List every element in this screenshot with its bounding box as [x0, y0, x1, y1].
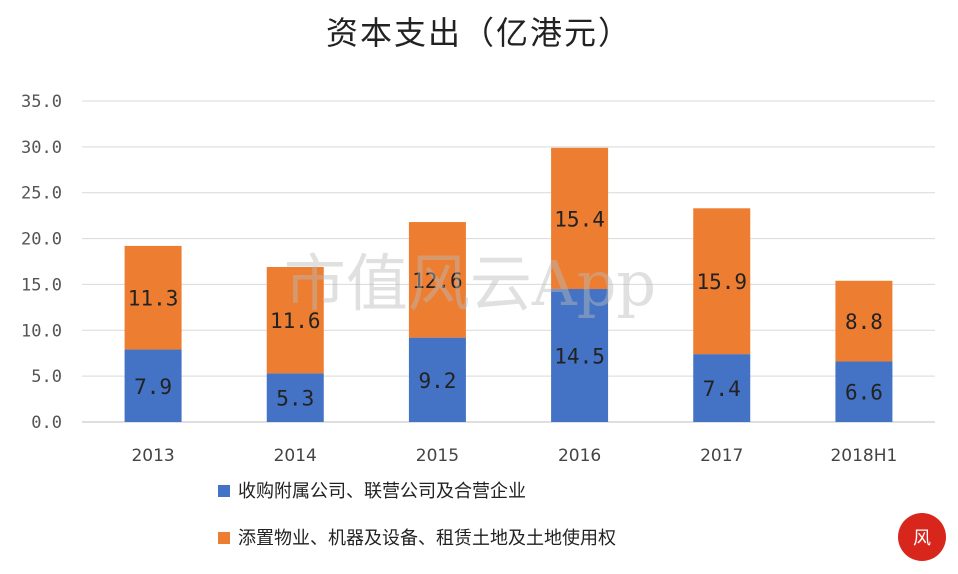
chart-title: 资本支出（亿港元）	[326, 14, 632, 52]
legend-label: 收购附属公司、联营公司及合营企业	[238, 481, 526, 502]
y-tick-label: 30.0	[21, 138, 62, 158]
x-tick-label: 2015	[416, 446, 459, 466]
bar-segment	[266, 373, 324, 422]
x-tick-label: 2017	[700, 446, 743, 466]
y-axis: 0.0 5.0 10.0 15.0 20.0 25.0 30.0 35.0	[21, 92, 62, 433]
bar-segment	[693, 208, 751, 355]
y-tick-label: 0.0	[31, 413, 62, 433]
data-label: 15.4	[554, 207, 605, 231]
bar-segment	[551, 289, 609, 422]
legend-swatch	[218, 485, 230, 497]
data-label: 7.9	[134, 375, 172, 399]
logo-circle	[898, 513, 946, 561]
data-label: 5.3	[276, 387, 314, 411]
bar-segment	[408, 337, 466, 422]
data-label: 11.3	[128, 287, 179, 311]
legend-label: 添置物业、机器及设备、租赁土地及土地使用权	[238, 528, 616, 549]
bar-segment	[551, 147, 609, 290]
x-tick-label: 2014	[274, 446, 317, 466]
gridlines	[82, 100, 935, 423]
x-tick-label: 2018H1	[830, 446, 897, 466]
data-label: 11.6	[270, 309, 321, 333]
bars: 7.9 11.3 5.3 11.6 9.2 12.6 14.5 15.4 7.4 15.9 6.6 8…	[124, 147, 893, 422]
data-label: 14.5	[554, 345, 605, 369]
data-label: 9.2	[418, 369, 456, 393]
watermark: 市值风云App	[284, 247, 656, 320]
data-label: 8.8	[845, 310, 883, 334]
data-label: 6.6	[845, 381, 883, 405]
x-tick-label: 2013	[131, 446, 174, 466]
y-tick-label: 10.0	[21, 321, 62, 341]
bar-segment	[124, 349, 182, 422]
bar-segment	[693, 354, 751, 422]
bar-segment	[266, 267, 324, 374]
y-tick-label: 25.0	[21, 184, 62, 204]
legend-swatch	[218, 532, 230, 544]
logo-stamp: 风	[898, 513, 946, 561]
y-tick-label: 5.0	[31, 367, 62, 387]
y-tick-label: 15.0	[21, 275, 62, 295]
bar-segment	[408, 222, 466, 338]
bar-segment	[124, 245, 182, 350]
data-label: 12.6	[412, 269, 463, 293]
x-axis: 2013 2014 2015 2016 2017 2018H1	[131, 446, 897, 466]
bar-segment	[835, 361, 893, 422]
data-label: 15.9	[696, 270, 747, 294]
y-tick-label: 35.0	[21, 92, 62, 112]
x-tick-label: 2016	[558, 446, 601, 466]
bar-segment	[835, 280, 893, 362]
y-tick-label: 20.0	[21, 230, 62, 250]
data-label: 7.4	[703, 377, 741, 401]
logo-glyph: 风	[913, 528, 931, 549]
